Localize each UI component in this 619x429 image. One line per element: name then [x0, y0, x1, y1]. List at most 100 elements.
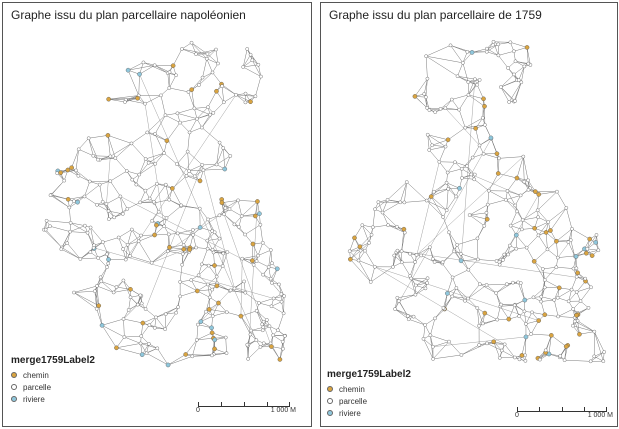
graph-node-parcelle: [225, 250, 230, 254]
graph-edge: [537, 191, 558, 211]
graph-edge: [132, 179, 146, 191]
map-title: Graphe issu du plan parcellaire de 1759: [329, 8, 542, 22]
graph-node-parcelle: [515, 209, 519, 214]
graph-edge: [426, 55, 463, 64]
graph-node-parcelle: [124, 169, 129, 173]
graph-node-parcelle: [204, 309, 208, 314]
graph-edge: [372, 224, 389, 228]
graph-edge: [424, 318, 436, 326]
graph-edge: [222, 252, 228, 267]
graph-edge: [460, 253, 469, 270]
graph-edge: [147, 132, 167, 141]
graph-node-parcelle: [122, 335, 127, 339]
graph-node-parcelle: [467, 213, 472, 217]
graph-node-parcelle: [427, 148, 432, 152]
graph-edge: [471, 48, 487, 53]
graph-node-parcelle: [571, 266, 576, 271]
graph-edge: [545, 232, 548, 250]
graph-edge: [520, 283, 526, 301]
graph-edge: [273, 335, 285, 337]
graph-node-parcelle: [167, 86, 172, 90]
graph-edge: [101, 318, 124, 326]
graph-edge: [113, 280, 124, 293]
graph-node-parcelle: [277, 282, 281, 287]
graph-edge: [127, 62, 144, 71]
graph-node-parcelle: [524, 245, 529, 250]
graph-edge: [442, 263, 453, 278]
graph-node-riviere: [137, 71, 142, 77]
graph-edge: [101, 325, 125, 338]
graph-node-parcelle: [585, 247, 590, 251]
graph-node-parcelle: [82, 194, 87, 199]
graph-edge: [521, 336, 527, 356]
graph-node-parcelle: [556, 255, 560, 260]
graph-edge: [143, 62, 168, 74]
graph-edge: [551, 335, 567, 347]
parcelle-dot-icon: [327, 398, 333, 404]
graph-node-parcelle: [243, 100, 248, 105]
graph-node-chemin: [589, 253, 595, 258]
graph-node-parcelle: [405, 314, 410, 318]
graph-node-parcelle: [214, 47, 218, 52]
graph-edge: [198, 264, 203, 276]
graph-node-parcelle: [431, 344, 435, 349]
graph-node-parcelle: [475, 236, 480, 241]
graph-edge: [482, 98, 484, 118]
graph-edge: [67, 243, 81, 260]
graph-node-riviere: [257, 211, 262, 216]
graph-node-parcelle: [93, 289, 97, 293]
graph-node-parcelle: [123, 257, 128, 262]
graph-edge: [185, 339, 198, 355]
graph-node-parcelle: [260, 240, 265, 245]
graph-node-parcelle: [459, 252, 463, 256]
graph-edge: [467, 284, 487, 299]
graph-node-chemin: [128, 287, 133, 292]
graph-edge: [431, 196, 447, 211]
graph-edge: [198, 275, 209, 285]
graph-node-chemin: [65, 167, 71, 173]
chemin-dot-icon: [11, 372, 17, 378]
graph-edge: [242, 255, 259, 259]
graph-edge: [447, 127, 466, 140]
graph-edge: [426, 45, 451, 57]
graph-edge: [123, 318, 143, 324]
graph-node-parcelle: [522, 179, 527, 184]
graph-edge: [108, 98, 125, 103]
graph-node-parcelle: [433, 316, 437, 321]
graph-edge: [281, 301, 284, 314]
graph-node-parcelle: [241, 65, 245, 69]
graph-edge: [169, 199, 182, 206]
graph-node-parcelle: [210, 70, 215, 75]
graph-node-parcelle: [205, 52, 210, 56]
legend-title: merge1759Label2: [327, 369, 411, 380]
graph-node-parcelle: [517, 314, 521, 318]
graph-edge: [556, 266, 574, 269]
graph-edge: [106, 203, 115, 218]
graph-node-parcelle: [530, 310, 534, 315]
graph-edge: [156, 183, 173, 189]
graph-edge: [505, 199, 516, 206]
graph-node-parcelle: [271, 296, 276, 301]
graph-edge: [404, 182, 407, 203]
legend-label: chemin: [23, 370, 49, 380]
graph-edge: [500, 74, 515, 88]
graph-edge: [116, 347, 143, 355]
graph-edge: [167, 72, 170, 88]
graph-node-parcelle: [152, 326, 157, 330]
graph-node-parcelle: [261, 272, 265, 277]
graph-node-parcelle: [450, 294, 455, 299]
graph-edge: [221, 200, 239, 203]
graph-edge: [196, 107, 209, 119]
graph-node-parcelle: [478, 282, 482, 286]
graph-node-parcelle: [535, 208, 540, 213]
graph-edge: [461, 168, 472, 175]
graph-edge: [382, 212, 398, 227]
graph-edge: [548, 335, 552, 355]
graph-node-chemin: [253, 213, 258, 219]
graph-edge: [139, 162, 149, 175]
graph-edge: [164, 314, 166, 330]
graph-edge: [90, 227, 95, 246]
graph-edge: [533, 261, 545, 281]
graph-edge: [439, 161, 448, 173]
parcel-graph: [42, 40, 287, 368]
